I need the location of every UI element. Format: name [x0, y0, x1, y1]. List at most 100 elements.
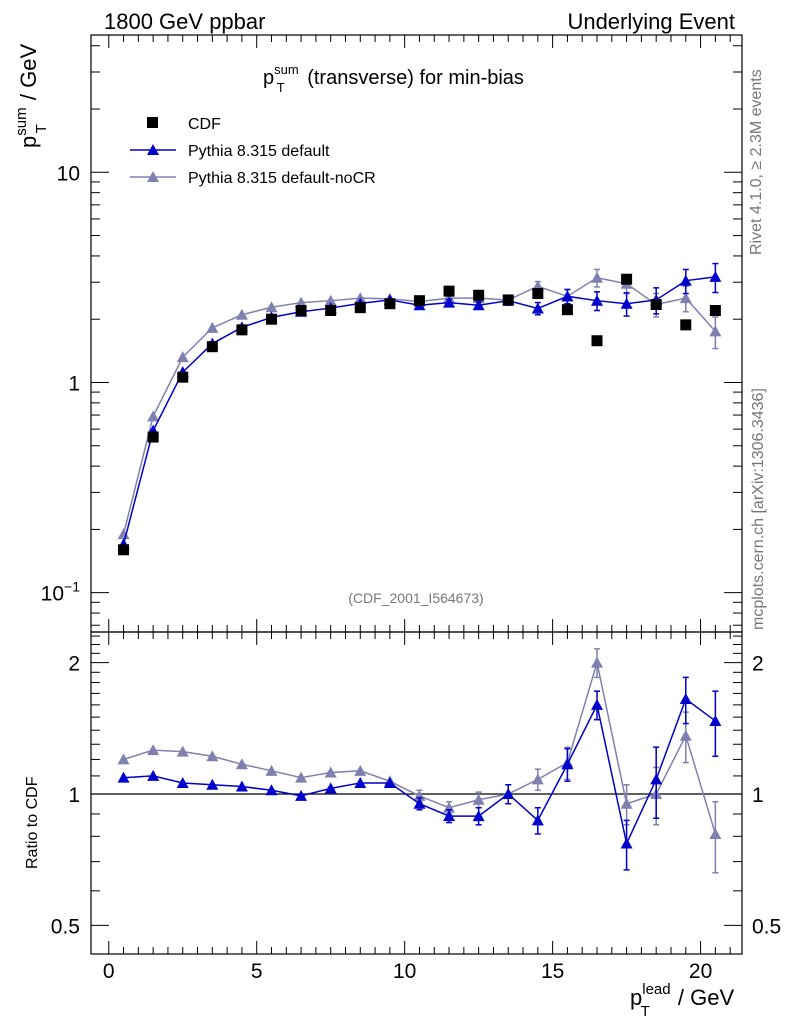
ratio-series-layer [117, 648, 722, 874]
ratio-data-point [650, 773, 663, 785]
ratio-data-point [117, 771, 130, 783]
mcplots-label: mcplots.cern.ch [arXiv:1306.3436] [750, 388, 767, 630]
cdf-data-point [502, 294, 514, 306]
cdf-data-point [266, 313, 278, 325]
x-axis-label: plead T / GeV [630, 981, 734, 1020]
cdf-data-point [443, 285, 455, 297]
ratio-data-point [295, 789, 308, 801]
x-tick-label: 10 [393, 960, 416, 983]
main-data-point [176, 351, 189, 363]
main-data-point [295, 296, 308, 308]
ratio-data-point [324, 782, 337, 794]
main-data-point [679, 274, 692, 286]
x-tick-labels: 0 5 10 15 20 [103, 960, 712, 983]
main-data-point [472, 299, 485, 311]
ratio-y-tick-label-right: 1 [752, 784, 764, 807]
ratio-data-point [472, 810, 485, 822]
main-data-point [206, 321, 219, 333]
main-axis-ticks [91, 35, 742, 632]
ratio-data-point [265, 764, 278, 776]
legend-cdf-marker [147, 117, 158, 128]
cdf-data-point [591, 335, 603, 347]
ratio-data-point [620, 837, 633, 849]
main-title: psum T (transverse) for min-bias [263, 62, 524, 95]
ratio-data-point [591, 656, 604, 668]
ratio-y-tick-labels: 0.5 0.5 1 1 2 2 [51, 653, 781, 939]
cdf-data-point [118, 544, 130, 556]
ratio-data-point [324, 766, 337, 778]
main-data-point [443, 296, 456, 308]
ratio-y-tick-label-left: 2 [68, 653, 80, 676]
main-y-tick-label: 10−1 [41, 579, 81, 606]
main-data-point [147, 410, 160, 422]
x-tick-label: 15 [541, 960, 564, 983]
ratio-data-point [413, 797, 426, 809]
main-data-point [324, 294, 337, 306]
ratio-data-point [443, 810, 456, 822]
ratio-panel-frame [90, 631, 743, 955]
ratio-data-point [679, 693, 692, 705]
x-tick-label: 20 [689, 960, 712, 983]
main-data-point [620, 297, 633, 309]
legend-cdf-label: CDF [188, 116, 221, 133]
ratio-data-point [502, 787, 515, 799]
main-y-tick-label: 10 [57, 162, 80, 185]
legend-default-label: Pythia 8.315 default [188, 143, 330, 160]
legend: CDF Pythia 8.315 default Pythia 8.315 de… [130, 116, 376, 187]
main-data-point [709, 325, 722, 337]
cdf-data-point [147, 431, 159, 443]
ratio-data-point [354, 776, 367, 788]
main-y-axis-label: psum T / GeV [13, 44, 50, 148]
header-right: Underlying Event [567, 9, 735, 34]
ratio-data-point [561, 758, 574, 770]
main-series-line [122, 276, 716, 545]
analysis-id-label: (CDF_2001_I564673) [348, 590, 483, 606]
cdf-data-point [295, 305, 307, 317]
ratio-data-point [591, 698, 604, 710]
cdf-data-point [206, 341, 218, 353]
cdf-data-point [621, 273, 633, 285]
ratio-data-point [265, 784, 278, 796]
main-series-layer [117, 262, 722, 556]
ratio-y-tick-label-left: 0.5 [51, 915, 80, 938]
ratio-data-point [235, 780, 248, 792]
ratio-y-tick-label-left: 1 [68, 784, 80, 807]
main-data-point [265, 301, 278, 313]
cdf-data-point [561, 304, 573, 316]
main-y-tick-labels: 10−1 1 10 [41, 162, 81, 605]
main-y-tick-label: 1 [68, 372, 80, 395]
x-tick-label: 5 [251, 960, 263, 983]
ratio-data-point [472, 793, 485, 805]
ratio-data-point [176, 745, 189, 757]
ratio-axis-ticks [91, 632, 742, 954]
cdf-data-point [473, 289, 485, 301]
cdf-data-point [413, 295, 425, 307]
cdf-data-point [532, 288, 544, 300]
ratio-data-point [147, 744, 160, 756]
ratio-data-point [117, 753, 130, 765]
ratio-data-point [295, 771, 308, 783]
legend-default-marker [147, 144, 159, 155]
cdf-data-point [354, 302, 366, 314]
cdf-data-point [325, 305, 337, 317]
legend-nocr-marker [147, 171, 159, 182]
main-data-point [235, 308, 248, 320]
cdf-data-point [709, 305, 721, 317]
cdf-data-point [680, 319, 692, 331]
cdf-data-point [236, 324, 248, 336]
main-data-point [679, 292, 692, 304]
main-data-point [591, 271, 604, 283]
ratio-y-tick-label-right: 0.5 [752, 915, 781, 938]
ratio-data-point [206, 750, 219, 762]
ratio-data-point [709, 827, 722, 839]
main-data-point [531, 302, 544, 314]
ratio-data-point [147, 769, 160, 781]
cdf-data-point [650, 298, 662, 310]
ratio-data-point [620, 797, 633, 809]
ratio-data-point [206, 778, 219, 790]
main-data-point [561, 290, 574, 302]
main-data-point [117, 528, 130, 540]
ratio-data-point [235, 758, 248, 770]
cdf-data-point [384, 298, 396, 310]
